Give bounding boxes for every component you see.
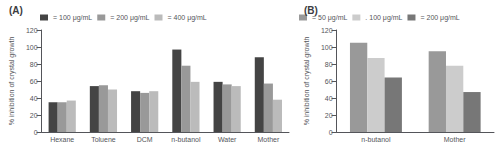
svg-text:20: 20 xyxy=(30,112,38,119)
svg-text:. 100 μg/mL: . 100 μg/mL xyxy=(365,14,402,22)
svg-text:(A): (A) xyxy=(9,5,23,16)
svg-text:Mother: Mother xyxy=(257,136,279,143)
svg-text:60: 60 xyxy=(325,78,333,85)
svg-text:80: 80 xyxy=(30,61,38,68)
svg-text:% inhibition of crystal growth: % inhibition of crystal growth xyxy=(303,37,311,126)
svg-text:Hexane: Hexane xyxy=(50,136,74,143)
svg-text:= 400 μg/mL: = 400 μg/mL xyxy=(168,14,207,22)
svg-text:100: 100 xyxy=(26,44,38,51)
svg-text:n-butanol: n-butanol xyxy=(171,136,201,143)
svg-text:= 50 μg/mL: = 50 μg/mL xyxy=(312,14,348,21)
svg-text:Water: Water xyxy=(218,136,237,143)
svg-text:= 200 μg/mL: = 200 μg/mL xyxy=(420,14,459,22)
svg-text:80: 80 xyxy=(325,61,333,68)
svg-text:120: 120 xyxy=(26,27,38,34)
svg-text:% inhibition of crystal growth: % inhibition of crystal growth xyxy=(8,37,16,126)
svg-text:100: 100 xyxy=(321,44,333,51)
svg-text:120: 120 xyxy=(321,27,333,34)
svg-text:n-butanol: n-butanol xyxy=(361,136,391,143)
svg-text:= 100 μg/mL: = 100 μg/mL xyxy=(53,14,92,22)
svg-text:20: 20 xyxy=(325,112,333,119)
svg-text:0: 0 xyxy=(329,129,333,136)
svg-text:40: 40 xyxy=(325,95,333,102)
svg-text:= 200 μg/mL: = 200 μg/mL xyxy=(110,14,149,22)
svg-text:Mother: Mother xyxy=(444,136,466,143)
svg-text:(B): (B) xyxy=(304,5,318,16)
svg-text:60: 60 xyxy=(30,78,38,85)
svg-text:Toluene: Toluene xyxy=(91,136,116,143)
svg-text:40: 40 xyxy=(30,95,38,102)
svg-text:DCM: DCM xyxy=(137,136,153,143)
svg-text:0: 0 xyxy=(34,129,38,136)
